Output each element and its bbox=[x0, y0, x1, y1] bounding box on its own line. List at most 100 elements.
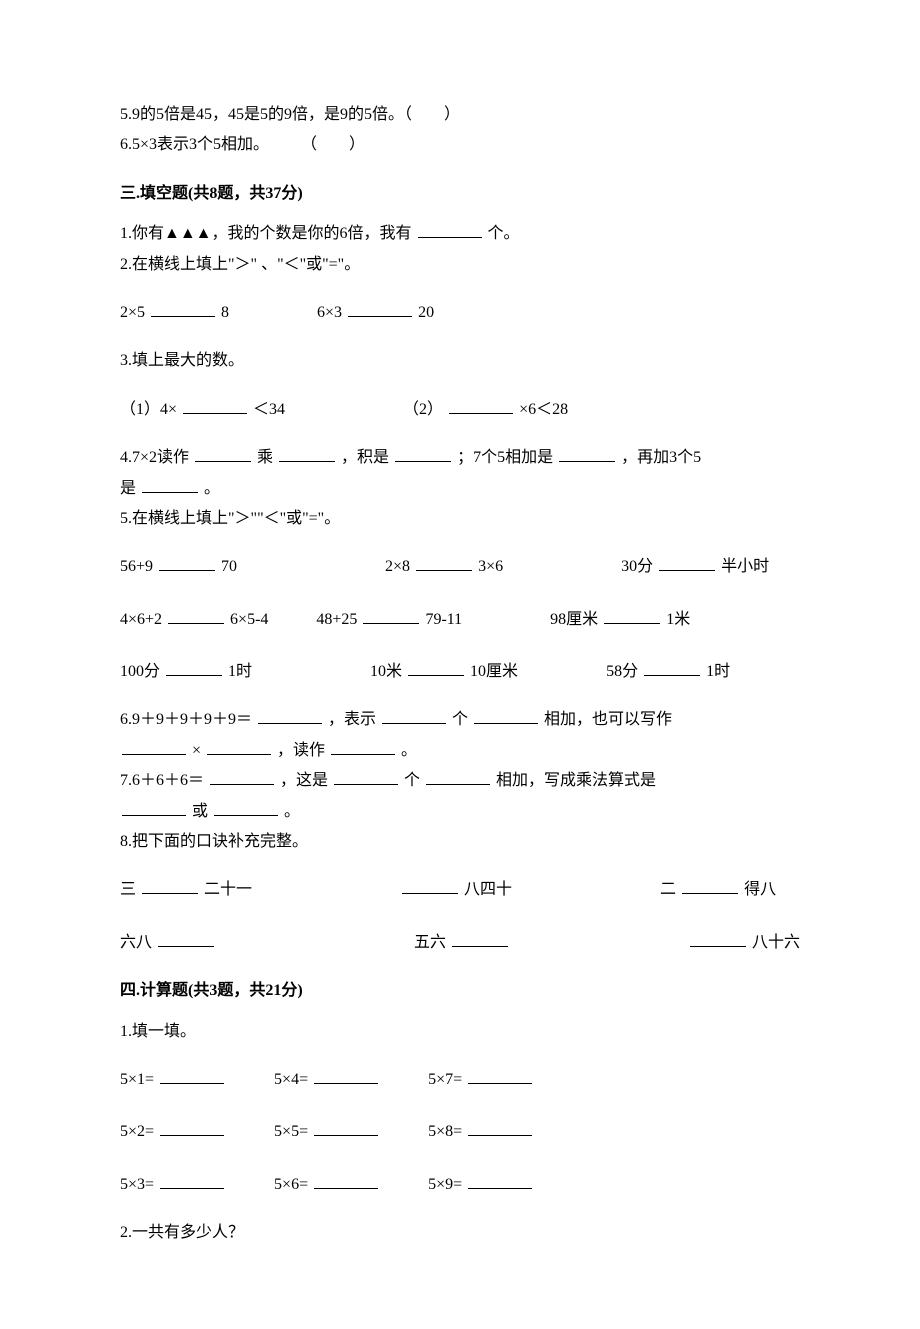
t: ，这是 bbox=[280, 772, 328, 789]
t: 六八 bbox=[120, 934, 152, 951]
expr: 2×8 bbox=[385, 558, 410, 575]
blank[interactable] bbox=[122, 740, 186, 754]
blank[interactable] bbox=[258, 710, 322, 724]
t: 八十六 bbox=[752, 934, 800, 951]
val: 半小时 bbox=[721, 558, 769, 575]
blank[interactable] bbox=[142, 880, 198, 894]
blank[interactable] bbox=[348, 303, 412, 317]
s3-q6: 6.9＋9＋9＋9＋9＝ ，表示 个 相加，也可以写作 bbox=[120, 705, 800, 735]
t: 。 bbox=[284, 803, 300, 820]
expr: 10米 bbox=[370, 663, 402, 680]
val: ×6＜28 bbox=[519, 401, 568, 418]
t: ，再加3个5 bbox=[621, 449, 701, 466]
s3-q5-row1: 56+9 70 2×8 3×6 30分 半小时 bbox=[120, 552, 800, 582]
blank[interactable] bbox=[195, 448, 251, 462]
val: 1时 bbox=[228, 663, 252, 680]
val: 1时 bbox=[706, 663, 730, 680]
blank[interactable] bbox=[452, 932, 508, 946]
blank[interactable] bbox=[416, 557, 472, 571]
blank[interactable] bbox=[449, 399, 513, 413]
val: 70 bbox=[221, 558, 237, 575]
s3-q1: 1.你有▲▲▲，我的个数是你的6倍，我有 个。 bbox=[120, 219, 800, 249]
blank[interactable] bbox=[468, 1070, 532, 1084]
s3-q4-line2: 是 。 bbox=[120, 474, 800, 504]
expr: 5×5= bbox=[274, 1123, 308, 1140]
t: 。 bbox=[401, 742, 417, 759]
s3-q5: 5.在横线上填上"＞""＜"或"="。 bbox=[120, 504, 800, 534]
section4-heading: 四.计算题(共3题，共21分) bbox=[120, 976, 800, 1006]
blank[interactable] bbox=[604, 609, 660, 623]
blank[interactable] bbox=[659, 557, 715, 571]
blank[interactable] bbox=[690, 932, 746, 946]
blank[interactable] bbox=[331, 740, 395, 754]
blank[interactable] bbox=[314, 1122, 378, 1136]
judgement-q6: 6.5×3表示3个5相加。 （ ） bbox=[120, 130, 800, 160]
expr: 4×6+2 bbox=[120, 611, 162, 628]
t: 乘 bbox=[257, 449, 273, 466]
s3-q8-row1: 三 二十一 八四十 二 得八 bbox=[120, 875, 800, 905]
blank[interactable] bbox=[142, 478, 198, 492]
blank[interactable] bbox=[160, 1174, 224, 1188]
expr: （2） bbox=[403, 401, 443, 418]
blank[interactable] bbox=[207, 740, 271, 754]
t: ，读作 bbox=[277, 742, 325, 759]
expr: 5×1= bbox=[120, 1071, 154, 1088]
s4-q1-row3: 5×3= 5×6= 5×9= bbox=[120, 1170, 800, 1200]
blank[interactable] bbox=[395, 448, 451, 462]
blank[interactable] bbox=[402, 880, 458, 894]
blank[interactable] bbox=[160, 1122, 224, 1136]
blank[interactable] bbox=[214, 801, 278, 815]
expr: 5×3= bbox=[120, 1176, 154, 1193]
blank[interactable] bbox=[122, 801, 186, 815]
blank[interactable] bbox=[314, 1070, 378, 1084]
blank[interactable] bbox=[210, 771, 274, 785]
t: 相加，写成乘法算式是 bbox=[496, 772, 656, 789]
blank[interactable] bbox=[418, 224, 482, 238]
expr: 5×4= bbox=[274, 1071, 308, 1088]
blank[interactable] bbox=[468, 1122, 532, 1136]
blank[interactable] bbox=[408, 662, 464, 676]
val: ＜34 bbox=[253, 401, 285, 418]
t: 6.9＋9＋9＋9＋9＝ bbox=[120, 711, 252, 728]
blank[interactable] bbox=[314, 1174, 378, 1188]
t: 或 bbox=[192, 803, 208, 820]
expr: 58分 bbox=[606, 663, 638, 680]
blank[interactable] bbox=[559, 448, 615, 462]
blank[interactable] bbox=[382, 710, 446, 724]
s3-q7: 7.6＋6＋6＝ ，这是 个 相加，写成乘法算式是 bbox=[120, 766, 800, 796]
s3-q7-line2: 或 。 bbox=[120, 797, 800, 827]
blank[interactable] bbox=[159, 557, 215, 571]
s3-q5-row2: 4×6+2 6×5-4 48+25 79-11 98厘米 1米 bbox=[120, 605, 800, 635]
blank[interactable] bbox=[160, 1070, 224, 1084]
t: 三 bbox=[120, 881, 136, 898]
t: 相加，也可以写作 bbox=[544, 711, 672, 728]
t: ，表示 bbox=[328, 711, 376, 728]
blank[interactable] bbox=[158, 932, 214, 946]
expr: 5×2= bbox=[120, 1123, 154, 1140]
blank[interactable] bbox=[682, 880, 738, 894]
t: ，积是 bbox=[341, 449, 389, 466]
blank[interactable] bbox=[168, 609, 224, 623]
s3-q3-row: （1）4× ＜34 （2） ×6＜28 bbox=[120, 395, 800, 425]
expr: 5×6= bbox=[274, 1176, 308, 1193]
t: 是 bbox=[120, 480, 136, 497]
blank[interactable] bbox=[644, 662, 700, 676]
s3-q8: 8.把下面的口诀补充完整。 bbox=[120, 827, 800, 857]
blank[interactable] bbox=[279, 448, 335, 462]
blank[interactable] bbox=[474, 710, 538, 724]
val: 1米 bbox=[666, 611, 690, 628]
s3-q3: 3.填上最大的数。 bbox=[120, 346, 800, 376]
blank[interactable] bbox=[426, 771, 490, 785]
expr: 5×9= bbox=[428, 1176, 462, 1193]
blank[interactable] bbox=[468, 1174, 532, 1188]
expr: 5×8= bbox=[428, 1123, 462, 1140]
blank[interactable] bbox=[151, 303, 215, 317]
blank[interactable] bbox=[334, 771, 398, 785]
s4-q2: 2.一共有多少人？ bbox=[120, 1218, 800, 1248]
blank[interactable] bbox=[183, 399, 247, 413]
blank[interactable] bbox=[363, 609, 419, 623]
val: 20 bbox=[418, 304, 434, 321]
blank[interactable] bbox=[166, 662, 222, 676]
t: 个 bbox=[404, 772, 420, 789]
s3-q6-line2: × ，读作 。 bbox=[120, 736, 800, 766]
